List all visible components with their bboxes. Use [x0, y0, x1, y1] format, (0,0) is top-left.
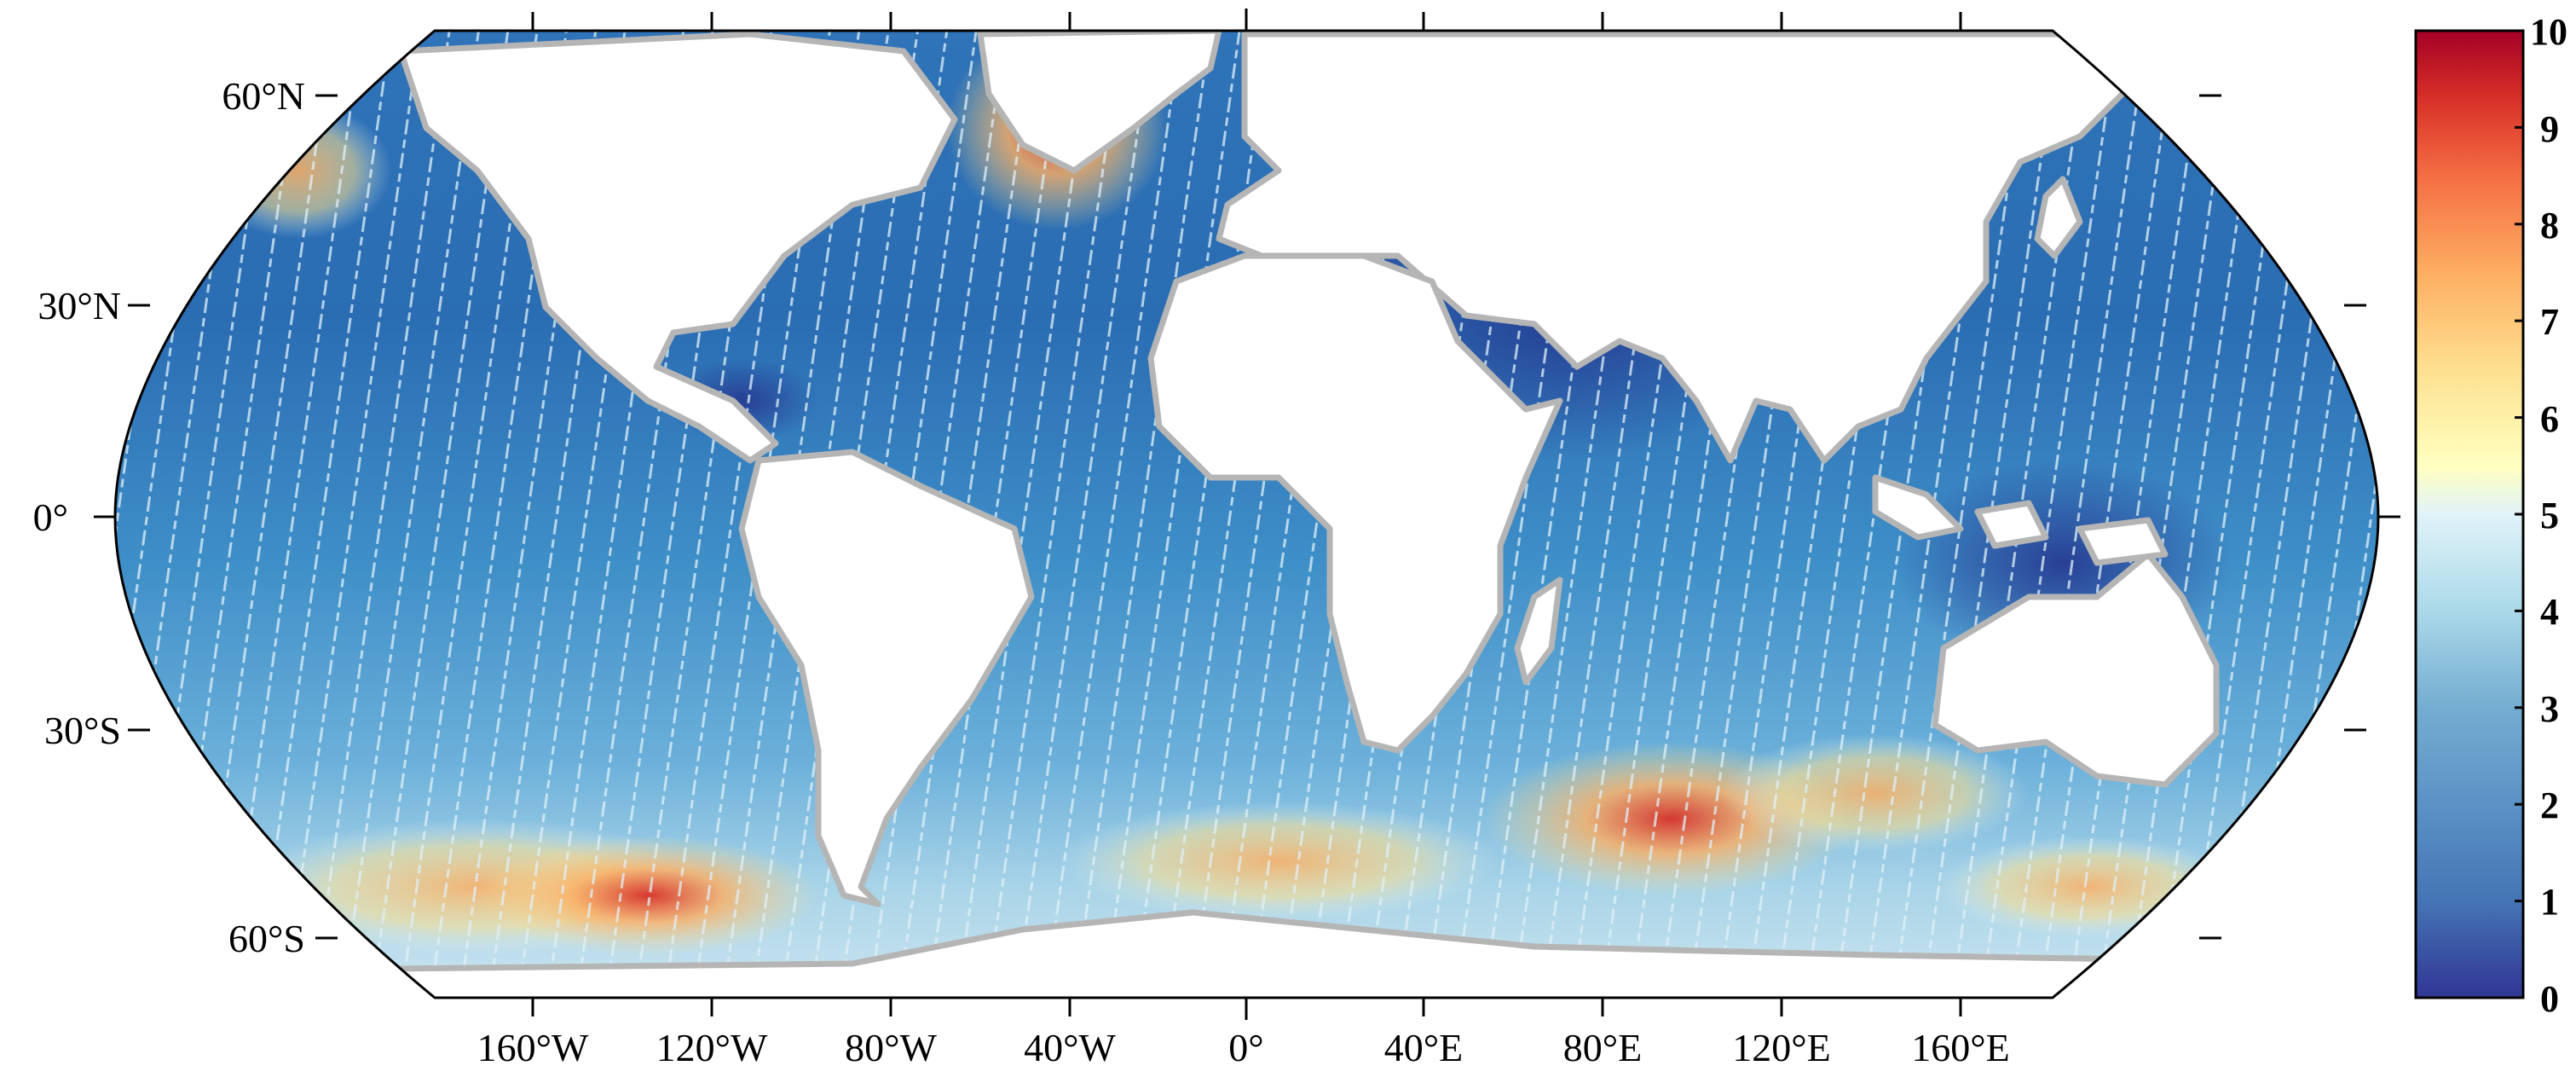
- lon-label-160e: 160°E: [1911, 1026, 2010, 1069]
- land-masses: [115, 31, 2378, 998]
- colorbar-label-0: 0: [2540, 978, 2559, 1020]
- lon-label-40e: 40°E: [1384, 1026, 1464, 1069]
- eurasia: [1216, 31, 2134, 464]
- madagascar: [1514, 576, 1563, 686]
- lon-label-40w: 40°W: [1024, 1026, 1116, 1069]
- map-panel: [115, 31, 2378, 998]
- colorbar-label-10: 10: [2530, 11, 2567, 53]
- lat-label-30n: 30°N: [38, 284, 121, 327]
- colorbar-label-4: 4: [2540, 591, 2559, 633]
- lon-label-120e: 120°E: [1732, 1026, 1831, 1069]
- africa: [1147, 252, 1563, 754]
- lat-label-0: 0°: [33, 495, 68, 539]
- north-america: [397, 31, 958, 464]
- latitude-labels: 60°N 30°N 0° 30°S 60°S: [33, 74, 305, 960]
- colorbar-label-7: 7: [2540, 301, 2559, 343]
- map-frame: [113, 29, 2380, 999]
- indonesia: [1872, 474, 2169, 566]
- south-america: [738, 449, 1035, 907]
- colorbar-label-8: 8: [2540, 205, 2559, 246]
- colorbar-ticks: [2515, 29, 2523, 999]
- colorbar-label-9: 9: [2540, 108, 2559, 150]
- lon-label-160w: 160°W: [477, 1026, 589, 1069]
- australia: [1932, 551, 2220, 788]
- colorbar-gradient: [2414, 29, 2525, 999]
- lon-label-0: 0°: [1228, 1026, 1263, 1069]
- lat-label-60n: 60°N: [222, 74, 305, 118]
- lon-label-120w: 120°W: [656, 1026, 768, 1069]
- japan: [2034, 176, 2083, 259]
- colorbar-label-6: 6: [2540, 398, 2559, 440]
- colorbar-labels: 0 1 2 3 4 5 6 7 8 9 10: [2530, 11, 2567, 1020]
- lat-label-30s: 30°S: [44, 709, 121, 752]
- lon-label-80w: 80°W: [845, 1026, 937, 1069]
- antarctica: [115, 909, 2378, 998]
- colorbar-label-5: 5: [2540, 495, 2559, 536]
- colorbar-label-1: 1: [2540, 881, 2559, 923]
- lat-label-60s: 60°S: [228, 917, 305, 960]
- longitude-labels: 160°W 120°W 80°W 40°W 0° 40°E 80°E 120°E…: [477, 1026, 2010, 1069]
- colorbar: 0 1 2 3 4 5 6 7 8 9 10: [2414, 11, 2567, 1020]
- colorbar-label-3: 3: [2540, 688, 2559, 730]
- greenland: [977, 31, 1222, 174]
- colorbar-label-2: 2: [2540, 785, 2559, 826]
- graticule-ticks: [94, 9, 2400, 1020]
- satellite-tracks: [115, 31, 2378, 998]
- lon-label-80e: 80°E: [1563, 1026, 1643, 1069]
